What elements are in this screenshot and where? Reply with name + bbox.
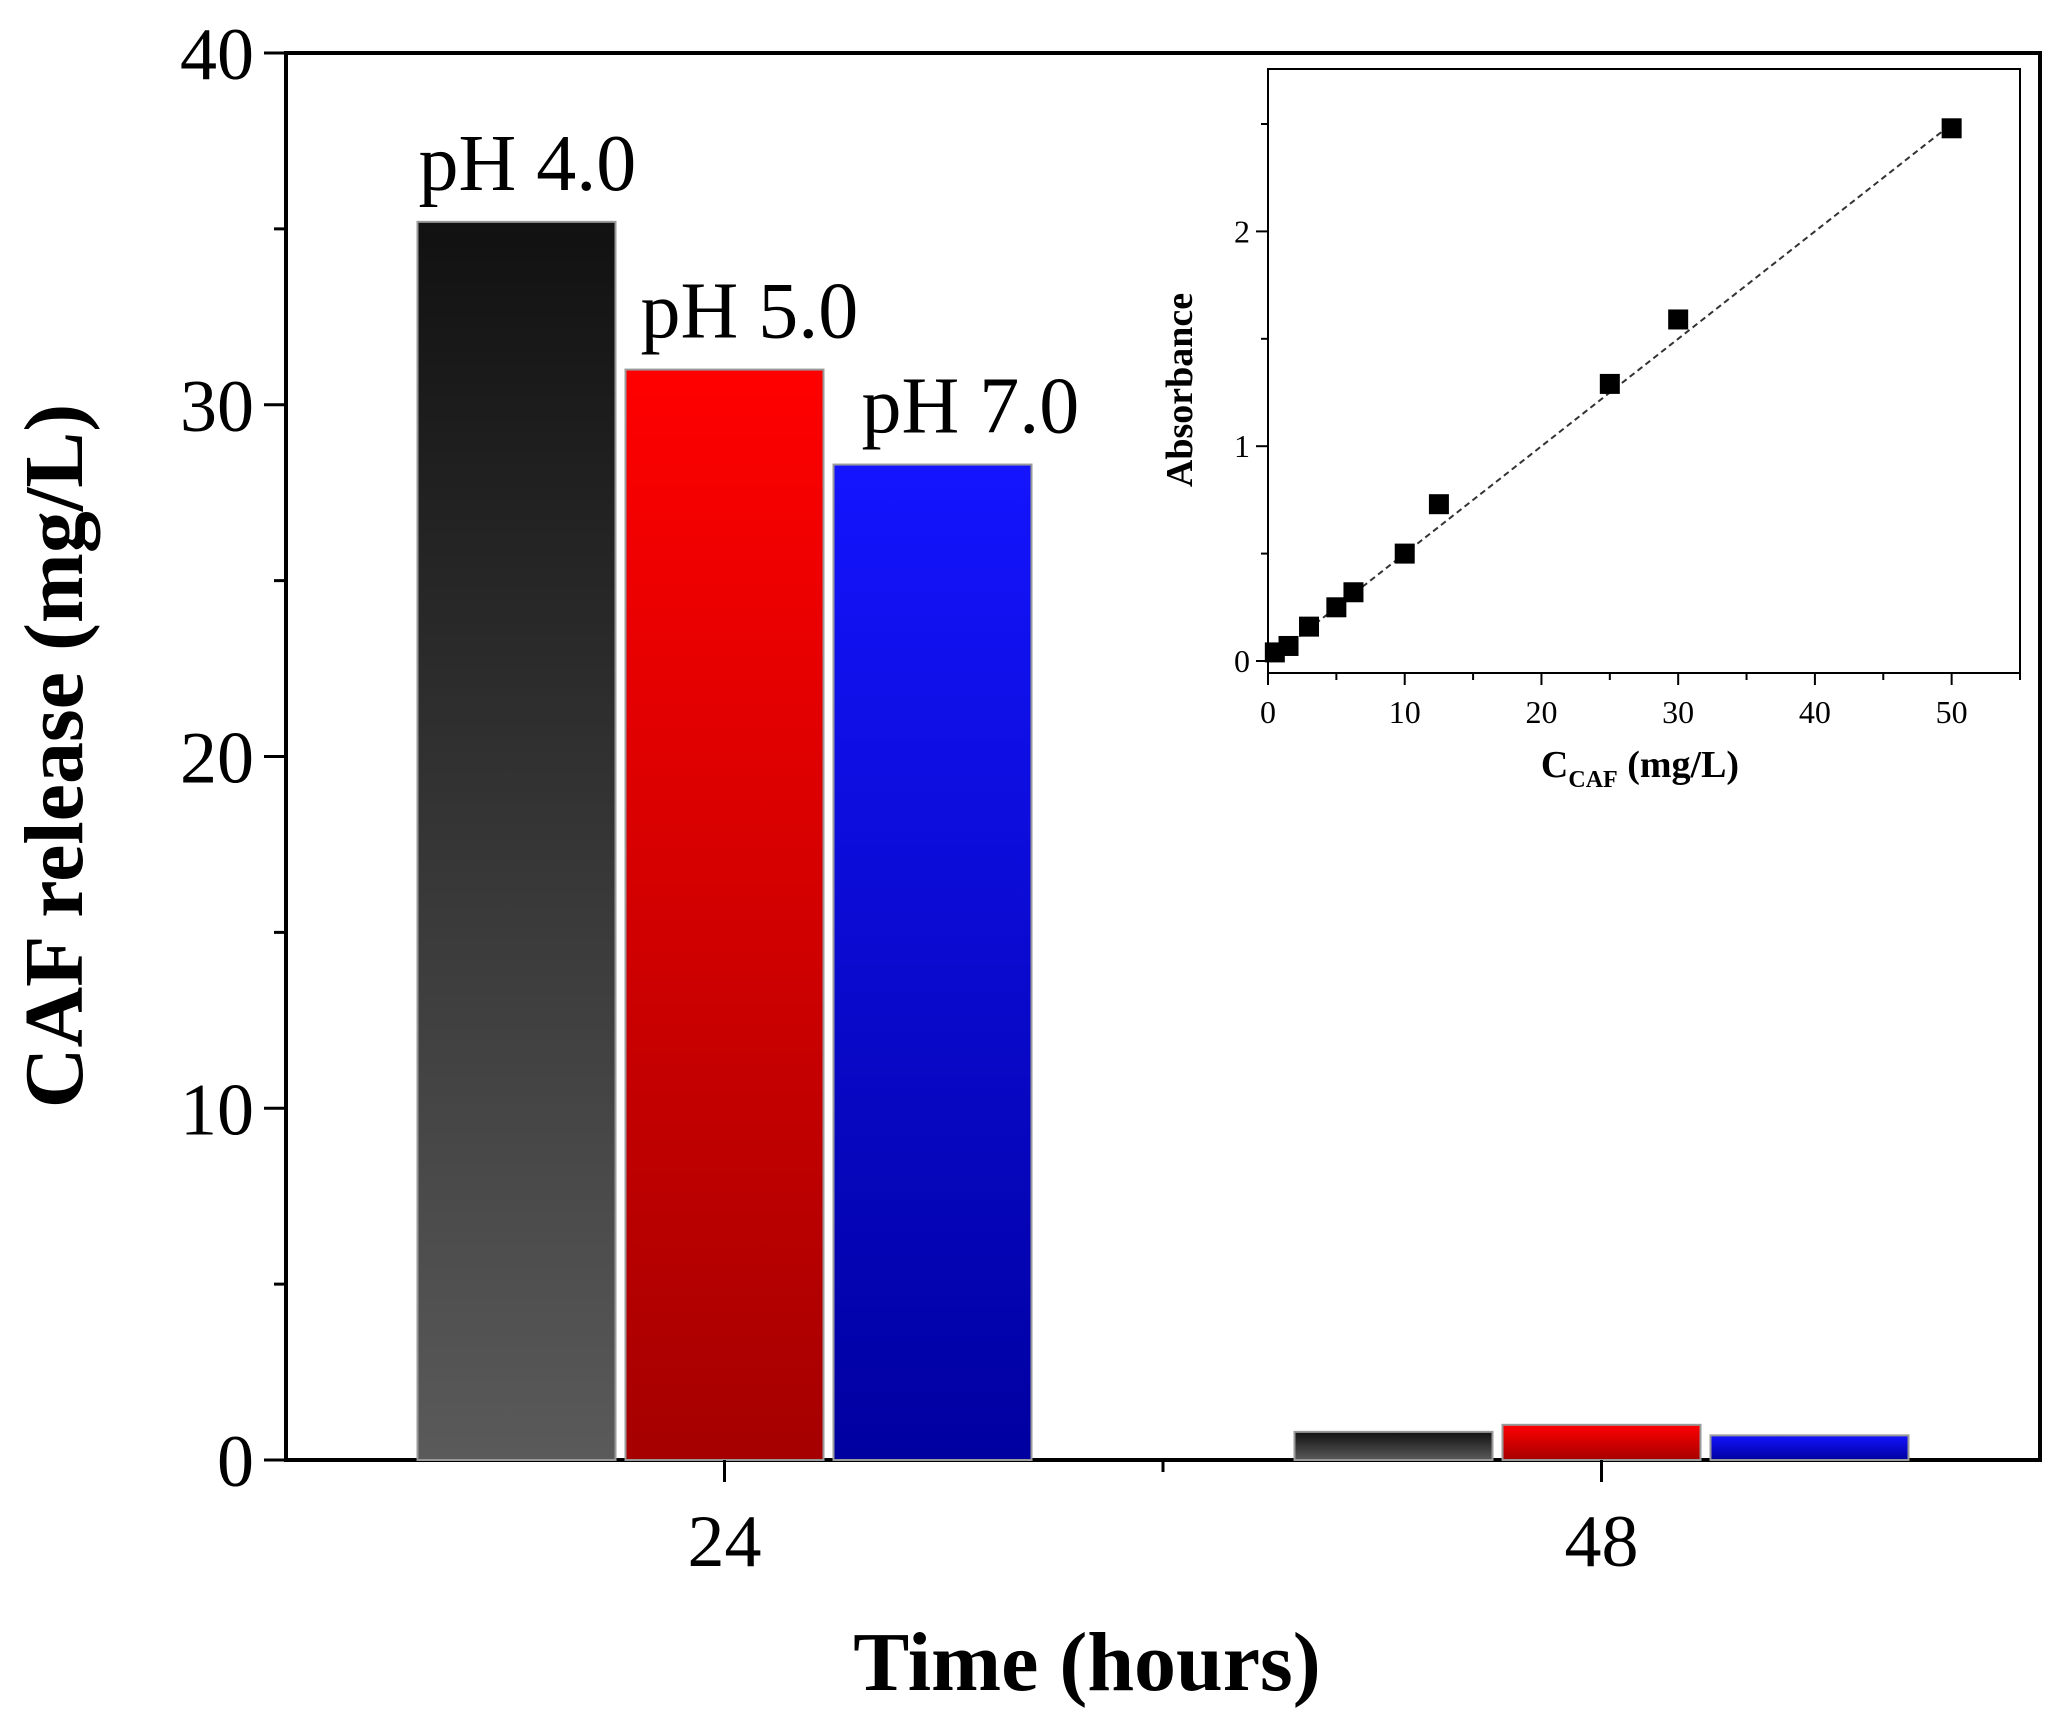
inset-y-tick-label: 2 [1234,213,1250,249]
bar-ph-7-0-24h [832,463,1033,1461]
inset-x-tick-label: 0 [1260,694,1276,730]
inset-data-point [1299,616,1320,637]
inset-x-tick-label: 10 [1389,694,1421,730]
inset-y-axis-title: Absorbance [1159,293,1201,487]
main-y-tick-label: 20 [180,718,254,800]
bar-ph-5-0-48h [1501,1423,1702,1461]
main-y-tick-label: 30 [180,366,254,448]
bar-ph-4-0-24h [416,220,617,1462]
inset-data-point [1278,635,1299,656]
main-y-axis-title: CAF release (mg/L) [8,404,101,1108]
inset-data-point [1326,597,1347,618]
inset-x-title-unit: (mg/L) [1618,744,1739,786]
bar-ph-7-0-48h [1709,1434,1910,1461]
inset-data-point [1343,582,1364,603]
inset-y-tick-label: 1 [1234,428,1250,464]
inset-chart: 0 1 2 0 10 20 30 40 50 CCAF (mg/L) Absorbance [1159,68,2021,793]
bar-data-label-ph-7-0: pH 7.0 [862,363,1080,451]
inset-background [1268,69,2020,673]
inset-x-axis-title: CCAF (mg/L) [1541,744,1739,793]
main-x-axis: 24 48 [688,1460,1639,1583]
main-x-tick-label: 24 [688,1501,762,1583]
inset-data-point [1599,373,1620,394]
inset-x-axis: 0 10 20 30 40 50 [1260,673,2021,730]
bar-ph-5-0-24h [624,368,825,1462]
main-y-tick-label: 0 [217,1421,254,1503]
inset-y-tick-label: 0 [1234,643,1250,679]
inset-x-tick-label: 30 [1662,694,1694,730]
inset-data-point [1941,118,1962,139]
main-bars [416,220,1910,1462]
bar-data-label-ph-4-0: pH 4.0 [419,120,637,208]
main-y-axis: 0 10 20 30 40 [180,14,286,1503]
inset-x-title-main: C [1541,744,1568,786]
main-x-tick-label: 48 [1565,1501,1639,1583]
bar-data-label-ph-5-0: pH 5.0 [641,268,859,356]
inset-x-tick-label: 20 [1525,694,1557,730]
inset-data-point [1668,309,1689,330]
main-x-axis-title: Time (hours) [853,1616,1320,1709]
main-y-tick-label: 10 [180,1069,254,1151]
inset-y-axis: 0 1 2 [1234,123,1268,679]
inset-x-tick-label: 40 [1799,694,1831,730]
inset-plot-frame [1267,68,2021,674]
main-bar-labels: pH 4.0pH 5.0pH 7.0 [419,120,1080,451]
main-y-tick-label: 40 [180,14,254,96]
inset-x-tick-label: 50 [1936,694,1968,730]
inset-points [1264,118,1962,663]
inset-data-point [1394,543,1415,564]
inset-data-point [1428,494,1449,515]
bar-ph-4-0-48h [1293,1430,1494,1461]
inset-x-title-sub: CAF [1568,767,1617,793]
